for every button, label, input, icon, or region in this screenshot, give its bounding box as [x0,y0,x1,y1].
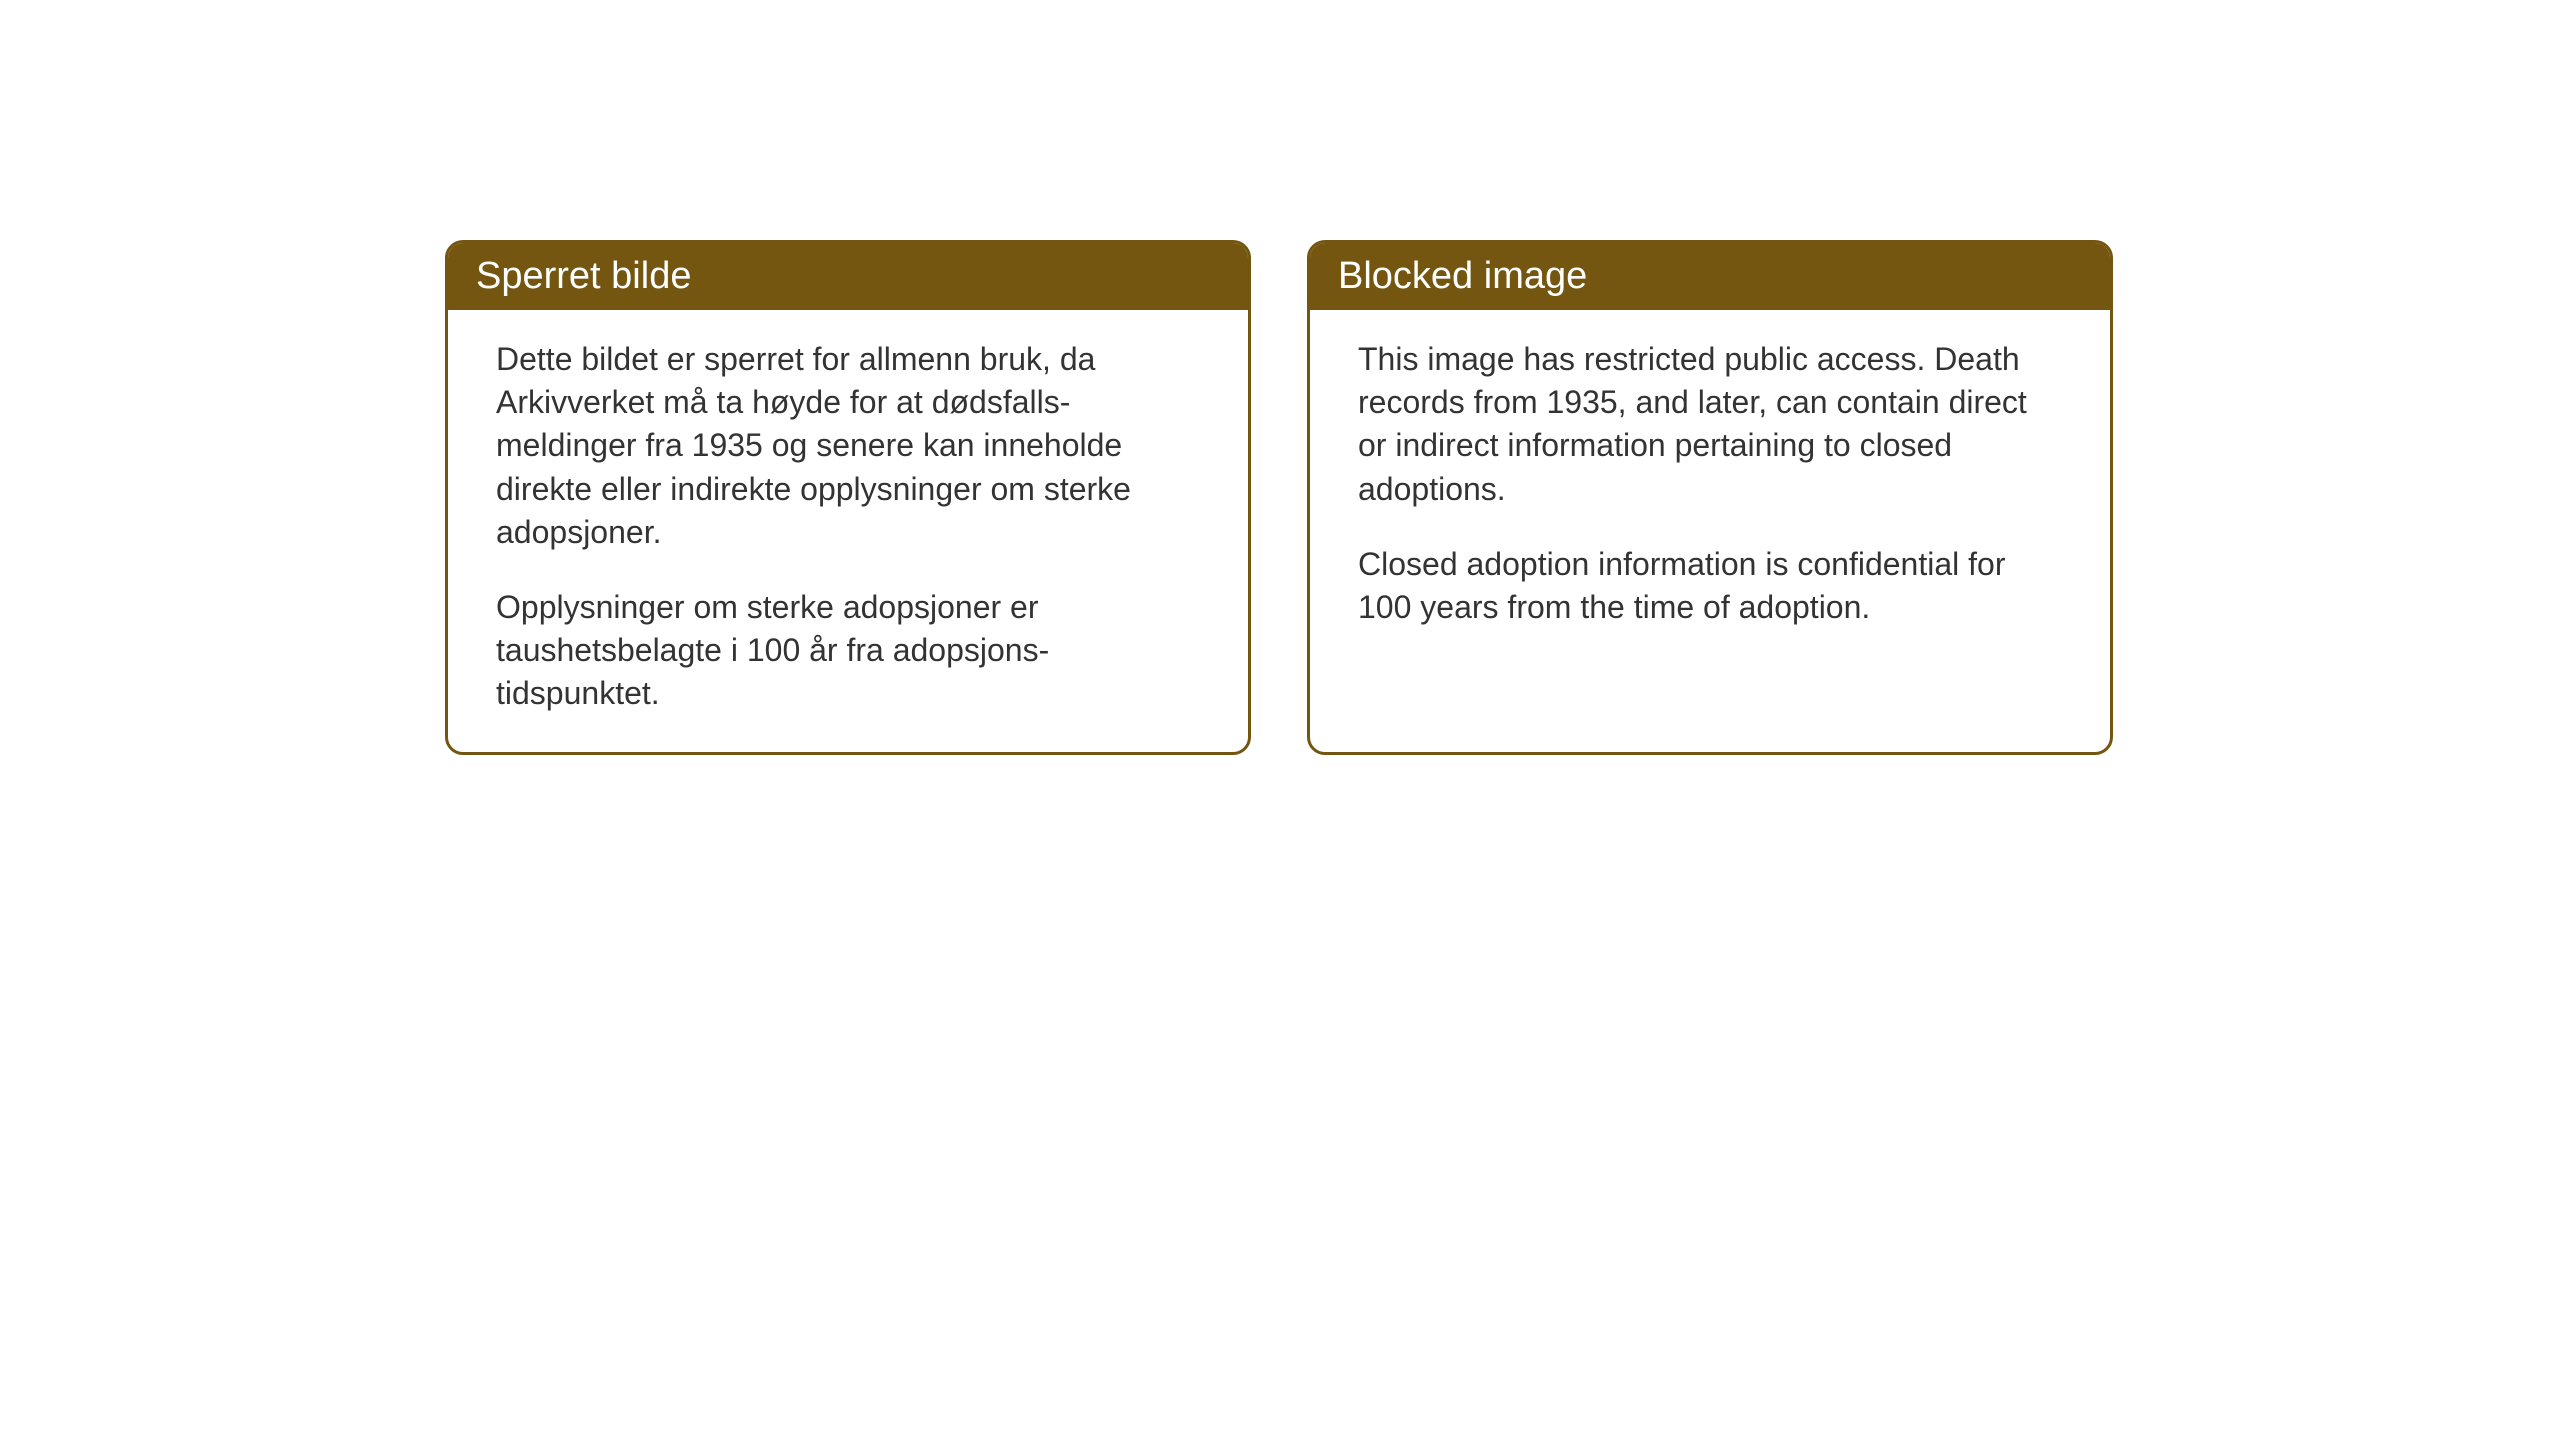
card-body-english: This image has restricted public access.… [1310,310,2110,720]
card-paragraph-1-norwegian: Dette bildet er sperret for allmenn bruk… [496,338,1200,554]
cards-container: Sperret bilde Dette bildet er sperret fo… [445,240,2113,755]
card-english: Blocked image This image has restricted … [1307,240,2113,755]
card-norwegian: Sperret bilde Dette bildet er sperret fo… [445,240,1251,755]
card-paragraph-2-norwegian: Opplysninger om sterke adopsjoner er tau… [496,586,1200,716]
card-header-english: Blocked image [1310,243,2110,310]
card-title-norwegian: Sperret bilde [476,255,1220,298]
card-header-norwegian: Sperret bilde [448,243,1248,310]
card-paragraph-2-english: Closed adoption information is confident… [1358,543,2062,629]
card-paragraph-1-english: This image has restricted public access.… [1358,338,2062,511]
card-body-norwegian: Dette bildet er sperret for allmenn bruk… [448,310,1248,752]
card-title-english: Blocked image [1338,255,2082,298]
